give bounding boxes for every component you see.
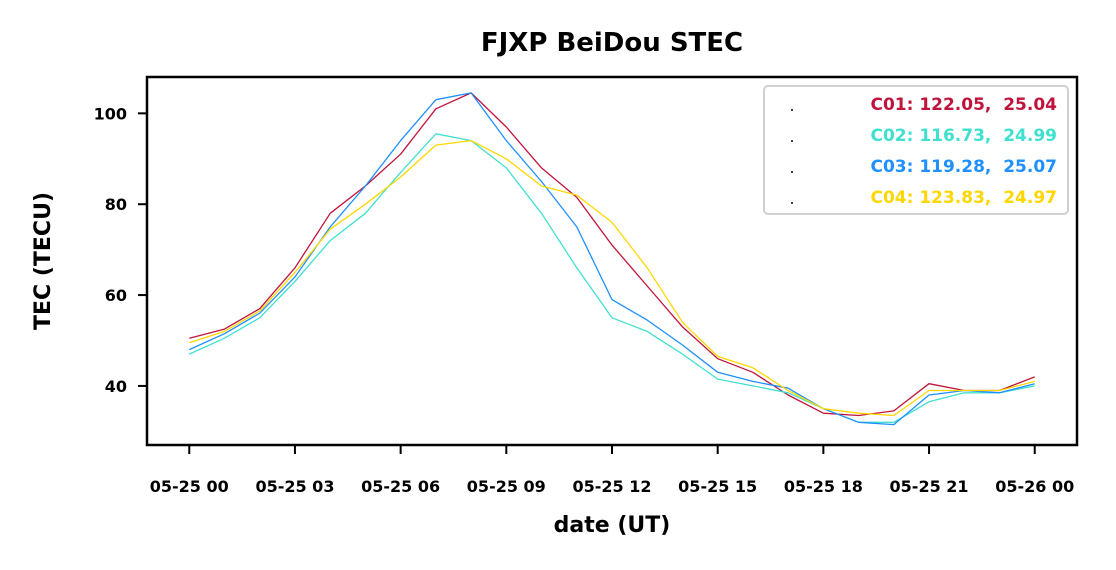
y-tick-label: 80 bbox=[105, 195, 127, 214]
x-axis-label: date (UT) bbox=[554, 513, 671, 538]
x-tick-label: 05-25 03 bbox=[255, 477, 334, 496]
x-tick-label: 05-26 00 bbox=[995, 477, 1074, 496]
x-tick-label: 05-25 18 bbox=[784, 477, 863, 496]
legend-entry-2: C02: 116.73, 24.99 bbox=[870, 126, 1057, 146]
legend-marker-2 bbox=[791, 140, 793, 142]
legend-entry-1: C01: 122.05, 25.04 bbox=[870, 95, 1057, 115]
legend-marker-1 bbox=[791, 109, 793, 111]
series-line-1 bbox=[189, 92, 1035, 417]
x-tick-label: 05-25 21 bbox=[890, 477, 969, 496]
legend-marker-4 bbox=[791, 202, 793, 204]
y-tick-label: 40 bbox=[105, 377, 127, 396]
legend-marker-3 bbox=[791, 171, 793, 173]
series-line-3 bbox=[189, 92, 1035, 426]
chart-title: FJXP BeiDou STEC bbox=[481, 28, 743, 58]
x-tick-label: 05-25 12 bbox=[572, 477, 651, 496]
plot-area bbox=[189, 92, 1035, 426]
x-tick-label: 05-25 09 bbox=[467, 477, 546, 496]
x-tick-label: 05-25 00 bbox=[150, 477, 229, 496]
y-tick-label: 100 bbox=[94, 104, 127, 123]
legend-entry-4: C04: 123.83, 24.97 bbox=[870, 188, 1057, 208]
y-tick-label: 60 bbox=[105, 286, 127, 305]
y-axis-label: TEC (TECU) bbox=[31, 192, 56, 330]
legend-box bbox=[763, 85, 1069, 215]
x-tick-label: 05-25 15 bbox=[678, 477, 757, 496]
series-line-2 bbox=[189, 133, 1035, 423]
y-axis: 40 60 80 100 bbox=[94, 104, 147, 396]
legend-entry-3: C03: 119.28, 25.07 bbox=[870, 157, 1057, 177]
x-axis: 05-25 00 05-25 03 05-25 06 05-25 09 05-25 12… bbox=[150, 445, 1074, 496]
x-tick-label: 05-25 06 bbox=[361, 477, 440, 496]
legend: C01: 122.05, 25.04 C02: 116.73, 24.99 C03:… bbox=[763, 85, 1069, 215]
series-line-4 bbox=[189, 139, 1035, 417]
